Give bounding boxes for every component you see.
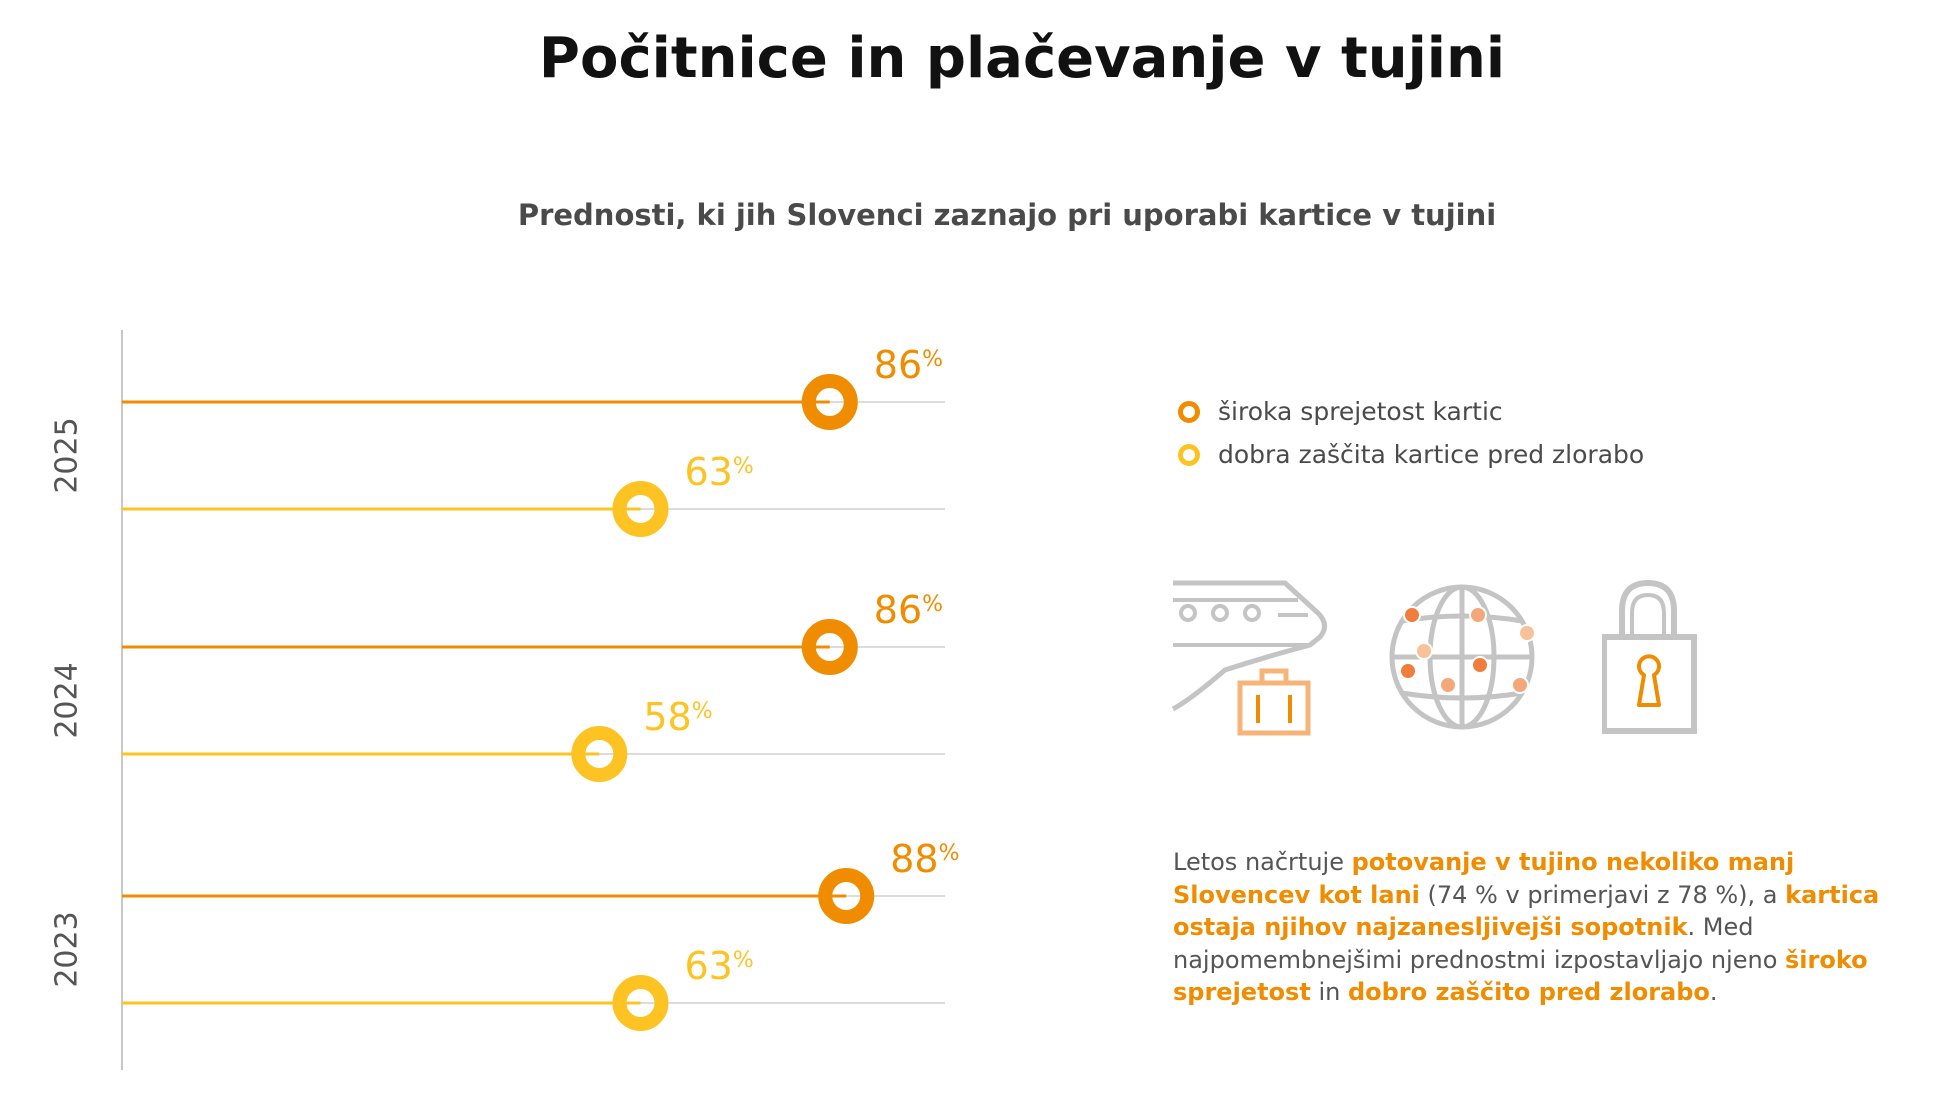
highlighted-text: kartica ostaja njihov najzanesljivejši s… [1173,880,1880,942]
data-point [571,726,628,782]
data-point [612,975,669,1031]
padlock-icon [1602,579,1697,734]
body-text-fragment: (74 % v primerjavi z 78 %), a [1419,880,1786,909]
globe-network-icon [1389,584,1536,730]
data-label: 58% [643,695,712,739]
data-point [612,481,669,537]
body-text: Letos načrtuje potovanje v tujino nekoli… [1173,846,1923,1009]
legend: široka sprejetost kartic dobra zaščita k… [1178,390,1644,476]
body-text-fragment: in [1310,978,1348,1006]
highlighted-text: dobro zaščito pred zlorabo [1347,978,1710,1006]
legend-dot-icon [1178,443,1200,466]
chart-subtitle: Prednosti, ki jih Slovenci zaznajo pri u… [517,198,1497,232]
body-text-fragment: . [1709,978,1718,1006]
data-label: 63% [684,944,753,988]
year-label: 2024 [50,662,85,738]
data-label: 86% [874,343,943,387]
year-label: 2025 [50,417,85,493]
data-label: 88% [890,837,959,881]
icon-row [1170,575,1730,745]
lollipop-chart: 2025 86% 63% 2024 86% 58% 2023 88% 63% [50,330,960,1070]
legend-label: dobra zaščita kartice pred zlorabo [1218,440,1645,469]
legend-item-protection: dobra zaščita kartice pred zlorabo [1178,433,1644,476]
legend-label: široka sprejetost kartic [1218,397,1503,426]
data-point [818,868,875,924]
data-label: 63% [684,450,753,494]
highlighted-text: široko sprejetost [1173,945,1868,1007]
legend-item-acceptance: široka sprejetost kartic [1178,390,1644,433]
body-text-fragment: Letos načrtuje [1173,848,1352,876]
body-text-fragment: . Med najpomembnejšimi prednostmi izpost… [1173,913,1786,974]
legend-dot-icon [1178,400,1200,423]
year-label: 2023 [50,911,85,987]
highlighted-text: potovanje v tujino nekoliko manj Slovenc… [1173,848,1795,909]
data-point [801,374,858,430]
page-title: Počitnice in plačevanje v tujini [538,26,1506,91]
data-label: 86% [874,588,943,632]
data-point [801,619,858,675]
train-luggage-icon [1171,580,1327,736]
